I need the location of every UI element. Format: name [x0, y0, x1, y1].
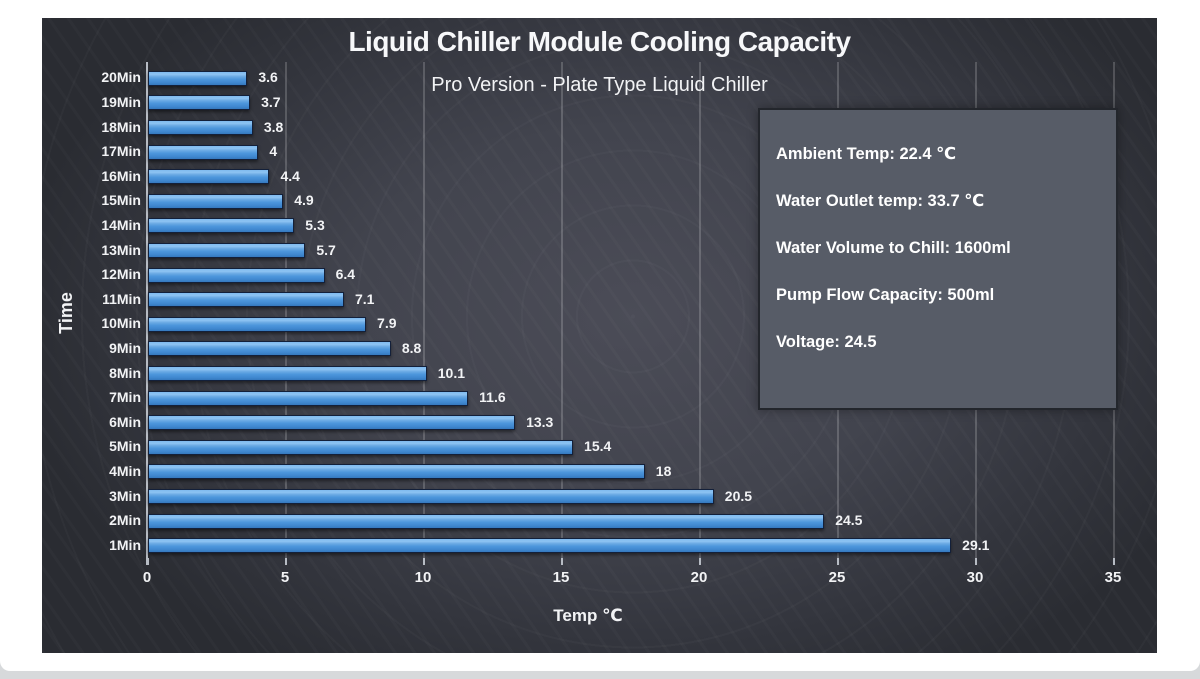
info-line-water-volume: Water Volume to Chill: 1600ml	[776, 239, 1011, 257]
bar-1Min	[148, 538, 952, 554]
value-label-4Min: 18	[655, 462, 672, 479]
gridline-20	[699, 62, 701, 558]
value-label-20Min: 3.6	[258, 69, 278, 86]
chart-subtitle: Pro Version - Plate Type Liquid Chiller	[431, 74, 768, 96]
category-label-14Min: 14Min	[101, 216, 141, 233]
category-label-9Min: 9Min	[109, 339, 141, 356]
value-label-13Min: 5.7	[316, 241, 336, 258]
info-line-pump-flow: Pump Flow Capacity: 500ml	[776, 286, 995, 304]
category-label-17Min: 17Min	[101, 143, 141, 160]
x-tick-label-15: 15	[552, 569, 570, 586]
bar-6Min	[148, 415, 516, 431]
x-tick-30	[975, 558, 977, 565]
value-label-16Min: 4.4	[280, 167, 300, 184]
category-label-6Min: 6Min	[109, 413, 141, 430]
value-label-10Min: 7.9	[377, 315, 397, 332]
category-label-16Min: 16Min	[101, 167, 141, 184]
value-label-2Min: 24.5	[835, 512, 863, 529]
bar-3Min	[148, 489, 714, 504]
category-label-3Min: 3Min	[109, 487, 141, 504]
value-label-19Min: 3.7	[261, 93, 281, 110]
bar-4Min	[148, 464, 645, 480]
value-label-11Min: 7.1	[354, 290, 375, 307]
x-tick-20	[699, 558, 701, 565]
x-tick-label-35: 35	[1104, 569, 1122, 586]
chart-panel: Liquid Chiller Module Cooling Capacity P…	[42, 18, 1157, 653]
bar-10Min	[148, 316, 367, 332]
bar-17Min	[148, 144, 259, 160]
x-tick-label-0: 0	[142, 569, 152, 586]
value-label-5Min: 15.4	[584, 438, 612, 455]
bar-12Min	[148, 267, 325, 283]
category-label-19Min: 19Min	[101, 93, 141, 110]
value-label-17Min: 4	[269, 143, 278, 160]
category-label-1Min: 1Min	[109, 536, 141, 553]
category-label-10Min: 10Min	[101, 315, 141, 332]
x-tick-label-20: 20	[690, 569, 708, 586]
bar-11Min	[148, 292, 344, 308]
bar-14Min	[148, 218, 295, 234]
x-tick-label-25: 25	[828, 569, 846, 586]
bar-20Min	[148, 70, 248, 86]
info-line-ambient-temp: Ambient Temp: 22.4 ℃	[776, 145, 957, 163]
bar-16Min	[148, 169, 270, 185]
value-label-18Min: 3.8	[263, 118, 284, 135]
value-label-3Min: 20.5	[724, 487, 753, 504]
category-label-12Min: 12Min	[101, 266, 141, 283]
category-label-11Min: 11Min	[102, 290, 141, 307]
category-label-20Min: 20Min	[101, 69, 141, 86]
x-tick-10	[423, 558, 425, 565]
x-tick-0	[147, 558, 149, 565]
chart-title: Liquid Chiller Module Cooling Capacity	[348, 26, 851, 57]
value-label-12Min: 6.4	[335, 266, 356, 283]
value-label-1Min: 29.1	[962, 536, 990, 553]
bar-2Min	[148, 513, 825, 529]
category-label-18Min: 18Min	[101, 118, 141, 135]
value-label-8Min: 10.1	[437, 364, 465, 381]
bar-9Min	[148, 341, 391, 357]
x-tick-35	[1113, 558, 1115, 565]
bar-18Min	[148, 120, 253, 135]
value-label-14Min: 5.3	[305, 216, 325, 233]
page-bottom-strip	[0, 671, 1200, 679]
x-tick-label-5: 5	[280, 569, 290, 586]
category-label-2Min: 2Min	[109, 512, 141, 529]
bar-19Min	[148, 95, 251, 111]
x-tick-15	[561, 558, 563, 565]
value-label-15Min: 4.9	[294, 192, 314, 209]
value-label-9Min: 8.8	[401, 339, 422, 356]
value-label-7Min: 11.6	[479, 389, 506, 406]
bar-15Min	[148, 193, 284, 209]
x-tick-5	[285, 558, 287, 565]
x-tick-label-10: 10	[414, 569, 432, 586]
bar-5Min	[148, 439, 574, 455]
bar-7Min	[148, 390, 469, 406]
bar-13Min	[148, 243, 306, 258]
gridline-5	[285, 62, 287, 558]
gridline-15	[561, 62, 563, 558]
category-label-8Min: 8Min	[109, 364, 141, 381]
category-label-4Min: 4Min	[109, 462, 141, 479]
info-panel: Ambient Temp: 22.4 ℃ Water Outlet temp: …	[758, 108, 1118, 410]
category-label-15Min: 15Min	[101, 192, 141, 209]
info-line-voltage: Voltage: 24.5	[776, 333, 877, 351]
info-line-water-outlet-temp: Water Outlet temp: 33.7 ℃	[776, 192, 985, 210]
bar-8Min	[148, 366, 427, 381]
x-tick-25	[837, 558, 839, 565]
category-label-5Min: 5Min	[109, 438, 141, 455]
x-axis-title: Temp ℃	[553, 606, 623, 625]
gridline-10	[423, 62, 425, 558]
category-label-13Min: 13Min	[101, 241, 141, 258]
y-axis-line	[146, 62, 148, 565]
x-tick-label-30: 30	[966, 569, 984, 586]
category-label-7Min: 7Min	[109, 389, 141, 406]
value-label-6Min: 13.3	[526, 413, 554, 430]
